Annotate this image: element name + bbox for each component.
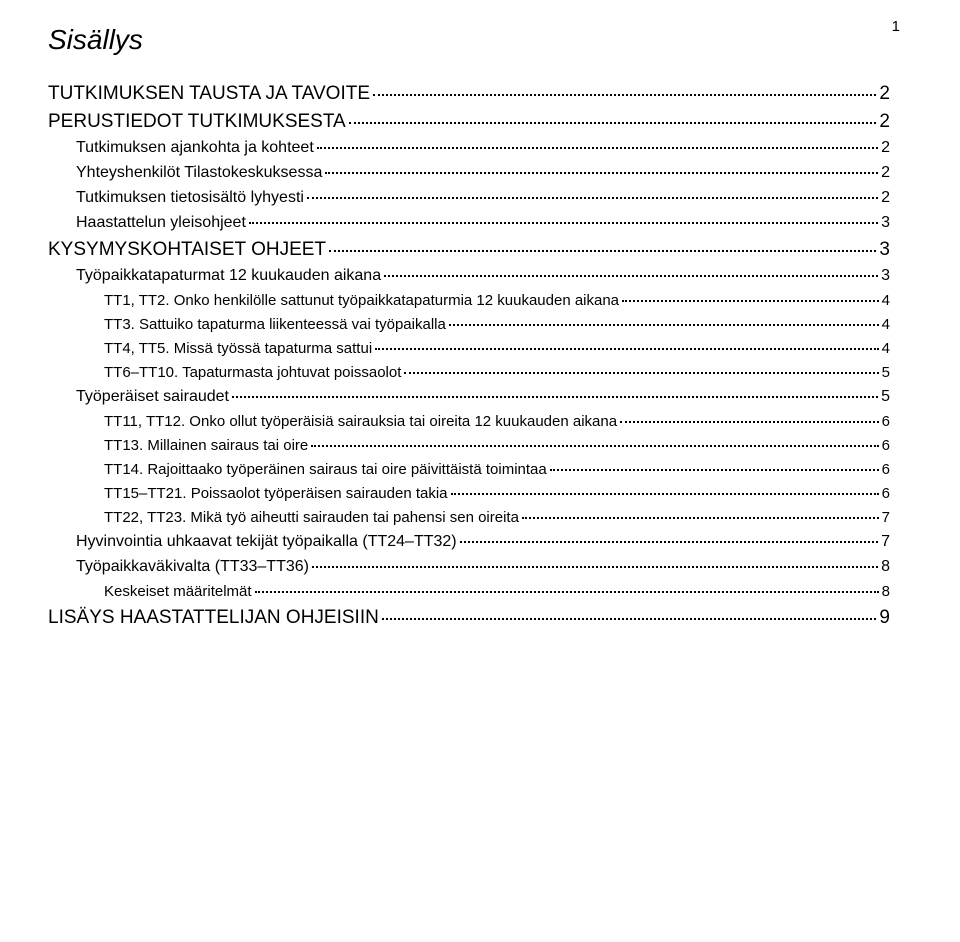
toc-entry-label: TUTKIMUKSEN TAUSTA JA TAVOITE bbox=[48, 84, 370, 103]
toc-entry-label: Hyvinvointia uhkaavat tekijät työpaikall… bbox=[76, 534, 457, 550]
toc-entry: Haastattelun yleisohjeet 3 bbox=[76, 215, 890, 231]
toc-leader bbox=[404, 372, 878, 374]
toc-title: Sisällys bbox=[48, 24, 890, 56]
toc-entry: TT14. Rajoittaako työperäinen sairaus ta… bbox=[104, 462, 890, 477]
toc-entry-page: 3 bbox=[879, 240, 890, 259]
toc-entry-label: KYSYMYSKOHTAISET OHJEET bbox=[48, 240, 326, 259]
toc-entry-page: 2 bbox=[879, 84, 890, 103]
toc-entry-label: TT6–TT10. Tapaturmasta johtuvat poissaol… bbox=[104, 365, 401, 380]
toc-entry-label: TT1, TT2. Onko henkilölle sattunut työpa… bbox=[104, 293, 619, 308]
toc-entry-page: 4 bbox=[882, 317, 890, 332]
toc-entry: TUTKIMUKSEN TAUSTA JA TAVOITE 2 bbox=[48, 84, 890, 103]
toc-entry-page: 4 bbox=[882, 341, 890, 356]
toc-entry-page: 5 bbox=[882, 365, 890, 380]
toc-leader bbox=[307, 197, 878, 199]
toc-leader bbox=[451, 493, 879, 495]
toc-entry: TT11, TT12. Onko ollut työperäisiä saira… bbox=[104, 414, 890, 429]
toc-leader bbox=[311, 445, 878, 447]
toc-entry-label: Työperäiset sairaudet bbox=[76, 389, 229, 405]
toc-entry-page: 3 bbox=[881, 268, 890, 284]
toc-leader bbox=[317, 147, 878, 149]
toc-entry: TT22, TT23. Mikä työ aiheutti sairauden … bbox=[104, 510, 890, 525]
toc-leader bbox=[232, 396, 878, 398]
toc-entry: KYSYMYSKOHTAISET OHJEET 3 bbox=[48, 240, 890, 259]
toc-leader bbox=[255, 591, 879, 593]
toc-leader bbox=[373, 94, 876, 96]
toc-leader bbox=[522, 517, 879, 519]
toc-entry: Tutkimuksen ajankohta ja kohteet 2 bbox=[76, 140, 890, 156]
toc-entry-label: Tutkimuksen ajankohta ja kohteet bbox=[76, 140, 314, 156]
toc-entry: Työpaikkatapaturmat 12 kuukauden aikana 3 bbox=[76, 268, 890, 284]
toc-entry-label: TT15–TT21. Poissaolot työperäisen sairau… bbox=[104, 486, 448, 501]
page-number: 1 bbox=[892, 18, 900, 35]
toc-entry-label: Työpaikkaväkivalta (TT33–TT36) bbox=[76, 559, 309, 575]
toc-entry: Työperäiset sairaudet 5 bbox=[76, 389, 890, 405]
toc-entry-page: 8 bbox=[882, 584, 890, 599]
toc-entry: TT1, TT2. Onko henkilölle sattunut työpa… bbox=[104, 293, 890, 308]
toc-leader bbox=[384, 275, 878, 277]
toc-entry-label: TT13. Millainen sairaus tai oire bbox=[104, 438, 308, 453]
toc-entry-label: LISÄYS HAASTATTELIJAN OHJEISIIN bbox=[48, 608, 379, 627]
toc-entry-label: TT4, TT5. Missä työssä tapaturma sattui bbox=[104, 341, 372, 356]
toc-entry-label: TT22, TT23. Mikä työ aiheutti sairauden … bbox=[104, 510, 519, 525]
toc-leader bbox=[249, 222, 878, 224]
toc-entry-label: Tutkimuksen tietosisältö lyhyesti bbox=[76, 190, 304, 206]
toc-entry-label: PERUSTIEDOT TUTKIMUKSESTA bbox=[48, 112, 346, 131]
toc-leader bbox=[375, 348, 879, 350]
toc-entry-page: 2 bbox=[881, 165, 890, 181]
toc-entry-page: 4 bbox=[882, 293, 890, 308]
toc-entry-page: 5 bbox=[881, 389, 890, 405]
toc-leader bbox=[460, 541, 878, 543]
toc-entry-page: 3 bbox=[881, 215, 890, 231]
toc-entry-label: Keskeiset määritelmät bbox=[104, 584, 252, 599]
toc-entry-label: Haastattelun yleisohjeet bbox=[76, 215, 246, 231]
toc-entry: TT15–TT21. Poissaolot työperäisen sairau… bbox=[104, 486, 890, 501]
toc-entry: TT4, TT5. Missä työssä tapaturma sattui 4 bbox=[104, 341, 890, 356]
toc-leader bbox=[329, 250, 876, 252]
toc-leader bbox=[382, 618, 877, 620]
toc-entry-label: Yhteyshenkilöt Tilastokeskuksessa bbox=[76, 165, 322, 181]
toc-entry-label: Työpaikkatapaturmat 12 kuukauden aikana bbox=[76, 268, 381, 284]
toc-entry: TT6–TT10. Tapaturmasta johtuvat poissaol… bbox=[104, 365, 890, 380]
toc-entry-page: 6 bbox=[882, 414, 890, 429]
toc-leader bbox=[325, 172, 878, 174]
toc-entry-page: 2 bbox=[881, 190, 890, 206]
toc-entry-page: 8 bbox=[881, 559, 890, 575]
toc-entry: Keskeiset määritelmät 8 bbox=[104, 584, 890, 599]
toc-entry-page: 6 bbox=[882, 462, 890, 477]
toc-entry: LISÄYS HAASTATTELIJAN OHJEISIIN 9 bbox=[48, 608, 890, 627]
toc-entry-page: 7 bbox=[882, 510, 890, 525]
toc-entry: Tutkimuksen tietosisältö lyhyesti 2 bbox=[76, 190, 890, 206]
toc-entry: TT3. Sattuiko tapaturma liikenteessä vai… bbox=[104, 317, 890, 332]
toc-entry: PERUSTIEDOT TUTKIMUKSESTA 2 bbox=[48, 112, 890, 131]
toc-leader bbox=[312, 566, 878, 568]
toc-entry-label: TT14. Rajoittaako työperäinen sairaus ta… bbox=[104, 462, 547, 477]
toc-entry-page: 2 bbox=[881, 140, 890, 156]
toc-entry-page: 6 bbox=[882, 438, 890, 453]
toc-entry: TT13. Millainen sairaus tai oire 6 bbox=[104, 438, 890, 453]
toc-leader bbox=[449, 324, 879, 326]
toc-leader bbox=[622, 300, 879, 302]
toc-entry-page: 7 bbox=[881, 534, 890, 550]
toc-entry-label: TT11, TT12. Onko ollut työperäisiä saira… bbox=[104, 414, 617, 429]
toc-leader bbox=[620, 421, 879, 423]
toc-leader bbox=[349, 122, 877, 124]
toc-entry: Yhteyshenkilöt Tilastokeskuksessa 2 bbox=[76, 165, 890, 181]
toc-entry-label: TT3. Sattuiko tapaturma liikenteessä vai… bbox=[104, 317, 446, 332]
document-page: 1 Sisällys TUTKIMUKSEN TAUSTA JA TAVOITE… bbox=[0, 0, 960, 942]
toc-container: TUTKIMUKSEN TAUSTA JA TAVOITE2PERUSTIEDO… bbox=[48, 84, 890, 627]
toc-leader bbox=[550, 469, 879, 471]
toc-entry-page: 6 bbox=[882, 486, 890, 501]
toc-entry: Työpaikkaväkivalta (TT33–TT36) 8 bbox=[76, 559, 890, 575]
toc-entry: Hyvinvointia uhkaavat tekijät työpaikall… bbox=[76, 534, 890, 550]
toc-entry-page: 9 bbox=[879, 608, 890, 627]
toc-entry-page: 2 bbox=[879, 112, 890, 131]
